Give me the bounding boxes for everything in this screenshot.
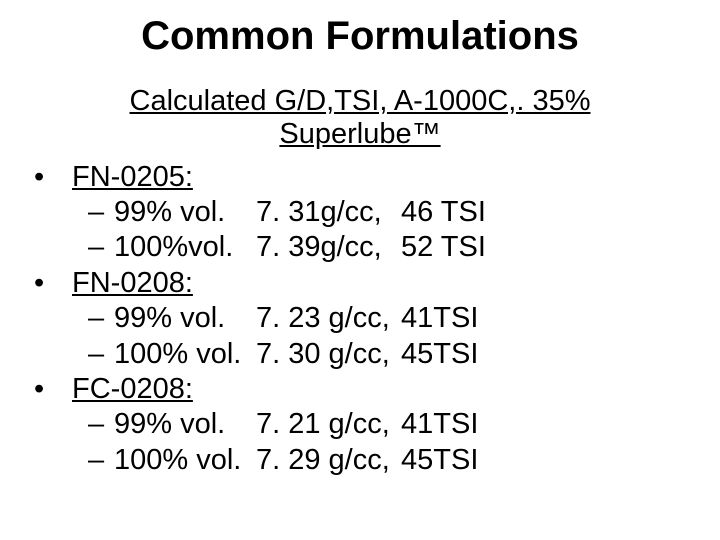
data-row: – 100%vol. 7. 39g/cc, 52 TSI bbox=[34, 230, 690, 265]
bullet-marker: • bbox=[34, 160, 72, 195]
data-row: – 100% vol. 7. 29 g/cc, 45TSI bbox=[34, 443, 690, 478]
data-row: – 99% vol. 7. 23 g/cc, 41TSI bbox=[34, 301, 690, 336]
dash-marker: – bbox=[88, 407, 114, 442]
vol-value: 100%vol. bbox=[114, 230, 256, 265]
density-value: 7. 23 g/cc, bbox=[256, 301, 401, 336]
density-value: 7. 39g/cc, bbox=[256, 230, 401, 265]
bullet-marker: • bbox=[34, 266, 72, 301]
density-value: 7. 30 g/cc, bbox=[256, 337, 401, 372]
bullet-marker: • bbox=[34, 372, 72, 407]
slide-subtitle: Calculated G/D,TSI, A-1000C,. 35% Superl… bbox=[30, 85, 690, 152]
bullet-item: • FN-0205: bbox=[34, 160, 690, 195]
tsi-value: 45TSI bbox=[401, 337, 478, 372]
data-row: – 99% vol. 7. 21 g/cc, 41TSI bbox=[34, 407, 690, 442]
tsi-value: 41TSI bbox=[401, 301, 478, 336]
dash-marker: – bbox=[88, 443, 114, 478]
dash-marker: – bbox=[88, 195, 114, 230]
vol-value: 100% vol. bbox=[114, 443, 256, 478]
group-label: FC-0208: bbox=[72, 372, 193, 407]
tsi-value: 52 TSI bbox=[401, 230, 486, 265]
vol-value: 99% vol. bbox=[114, 301, 256, 336]
dash-marker: – bbox=[88, 301, 114, 336]
density-value: 7. 21 g/cc, bbox=[256, 407, 401, 442]
tsi-value: 45TSI bbox=[401, 443, 478, 478]
slide-title: Common Formulations bbox=[30, 14, 690, 59]
group-label: FN-0205: bbox=[72, 160, 193, 195]
content-area: • FN-0205: – 99% vol. 7. 31g/cc, 46 TSI … bbox=[30, 160, 690, 478]
dash-marker: – bbox=[88, 337, 114, 372]
data-row: – 99% vol. 7. 31g/cc, 46 TSI bbox=[34, 195, 690, 230]
tsi-value: 46 TSI bbox=[401, 195, 486, 230]
data-row: – 100% vol. 7. 30 g/cc, 45TSI bbox=[34, 337, 690, 372]
vol-value: 99% vol. bbox=[114, 407, 256, 442]
density-value: 7. 31g/cc, bbox=[256, 195, 401, 230]
vol-value: 100% vol. bbox=[114, 337, 256, 372]
group-label: FN-0208: bbox=[72, 266, 193, 301]
bullet-item: • FC-0208: bbox=[34, 372, 690, 407]
vol-value: 99% vol. bbox=[114, 195, 256, 230]
bullet-item: • FN-0208: bbox=[34, 266, 690, 301]
density-value: 7. 29 g/cc, bbox=[256, 443, 401, 478]
dash-marker: – bbox=[88, 230, 114, 265]
tsi-value: 41TSI bbox=[401, 407, 478, 442]
